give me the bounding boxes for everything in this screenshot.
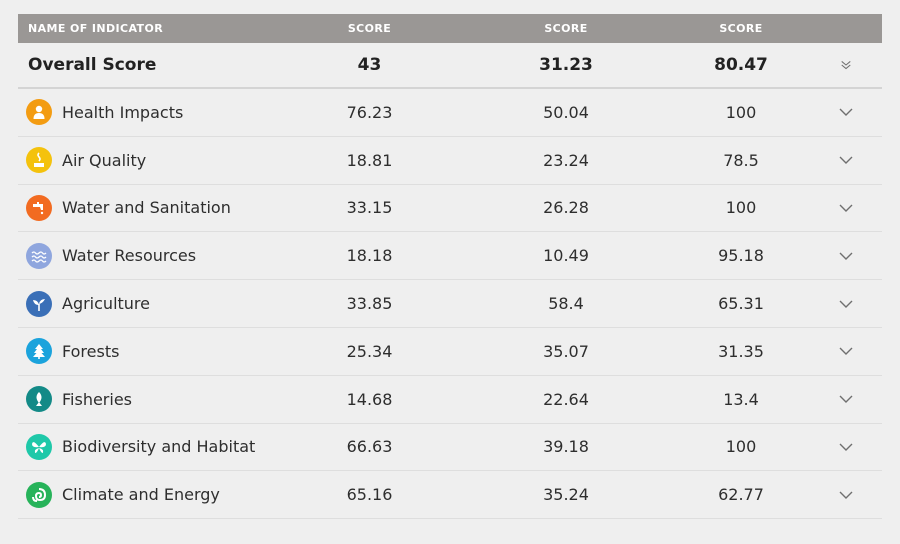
- overall-score-1: 43: [357, 55, 382, 75]
- indicator-row-agriculture[interactable]: Agriculture 33.85 58.4 65.31: [18, 280, 882, 328]
- indicator-label: Water Resources: [62, 246, 197, 266]
- indicator-score-1: 65.16: [346, 485, 393, 505]
- indicator-score-2: 58.4: [548, 294, 584, 314]
- expand-all-icon[interactable]: [816, 60, 876, 70]
- indicator-score-1: 14.68: [346, 389, 393, 409]
- indicator-row-water-and-sanitation[interactable]: Water and Sanitation 33.15 26.28 100: [18, 185, 882, 233]
- sprout-icon: [26, 290, 52, 317]
- indicator-name-cell: Agriculture: [18, 290, 306, 317]
- indicator-score-1: 25.34: [346, 341, 393, 361]
- indicator-row-fisheries[interactable]: Fisheries 14.68 22.64 13.4: [18, 376, 882, 424]
- chevron-down-icon[interactable]: [816, 299, 876, 309]
- indicator-label: Climate and Energy: [62, 485, 220, 505]
- indicator-score-3: 78.5: [723, 150, 759, 170]
- indicator-label: Health Impacts: [62, 102, 184, 122]
- indicator-label: Forests: [62, 341, 120, 361]
- indicator-score-2: 23.24: [543, 150, 589, 170]
- indicator-score-1: 18.81: [346, 150, 393, 170]
- faucet-icon: [26, 194, 52, 221]
- indicator-table: NAME OF INDICATOR SCORE SCORE SCORE Over…: [18, 14, 882, 520]
- indicator-score-2: 50.04: [543, 102, 589, 122]
- indicator-row-biodiversity-and-habitat[interactable]: Biodiversity and Habitat 66.63 39.18 100: [18, 424, 882, 472]
- table-header: NAME OF INDICATOR SCORE SCORE SCORE: [18, 14, 882, 43]
- swirl-icon: [26, 481, 52, 508]
- indicator-name-cell: Water and Sanitation: [18, 194, 306, 221]
- indicator-row-air-quality[interactable]: Air Quality 18.81 23.24 78.5: [18, 137, 882, 185]
- indicator-score-3: 31.35: [718, 341, 764, 361]
- chevron-down-icon[interactable]: [816, 251, 876, 261]
- indicator-score-3: 100: [725, 437, 757, 457]
- chevron-down-icon[interactable]: [816, 442, 876, 452]
- tree-icon: [26, 338, 52, 365]
- indicator-score-3: 100: [725, 102, 757, 122]
- indicator-row-climate-and-energy[interactable]: Climate and Energy 65.16 35.24 62.77: [18, 471, 882, 520]
- header-score-3: SCORE: [719, 22, 763, 35]
- person-icon: [26, 99, 52, 126]
- chevron-down-icon[interactable]: [816, 155, 876, 165]
- chevron-down-icon[interactable]: [816, 203, 876, 213]
- indicator-row-forests[interactable]: Forests 25.34 35.07 31.35: [18, 328, 882, 376]
- indicator-score-1: 76.23: [346, 102, 393, 122]
- header-score-1: SCORE: [347, 22, 392, 35]
- indicator-name-cell: Forests: [18, 338, 306, 365]
- indicator-label: Water and Sanitation: [62, 198, 231, 218]
- indicator-score-3: 62.77: [718, 485, 764, 505]
- indicator-name-cell: Air Quality: [18, 147, 306, 174]
- indicator-score-1: 18.18: [346, 246, 393, 266]
- overall-score-3: 80.47: [714, 55, 768, 75]
- indicator-score-3: 65.31: [718, 294, 764, 314]
- smoke-icon: [26, 147, 52, 174]
- indicator-score-2: 22.64: [543, 389, 589, 409]
- indicator-score-2: 35.07: [543, 341, 589, 361]
- indicator-name-cell: Fisheries: [18, 386, 306, 413]
- indicator-score-3: 95.18: [718, 246, 764, 266]
- indicator-label: Agriculture: [62, 294, 150, 314]
- header-score-2: SCORE: [544, 22, 588, 35]
- chevron-down-icon[interactable]: [816, 394, 876, 404]
- indicator-score-3: 100: [725, 198, 757, 218]
- chevron-down-icon[interactable]: [816, 107, 876, 117]
- chevron-down-icon[interactable]: [816, 490, 876, 500]
- chevron-down-icon[interactable]: [816, 346, 876, 356]
- overall-score-label: Overall Score: [28, 55, 157, 75]
- indicator-score-1: 33.85: [346, 294, 393, 314]
- overall-score-2: 31.23: [539, 55, 593, 75]
- indicator-label: Fisheries: [62, 389, 133, 409]
- indicator-score-1: 33.15: [346, 198, 393, 218]
- indicator-score-2: 35.24: [543, 485, 589, 505]
- indicator-score-3: 13.4: [723, 389, 759, 409]
- indicator-score-2: 26.28: [543, 198, 589, 218]
- indicator-name-cell: Health Impacts: [18, 99, 306, 126]
- indicator-label: Air Quality: [62, 150, 147, 170]
- fish-icon: [26, 386, 52, 413]
- indicator-row-water-resources[interactable]: Water Resources 18.18 10.49 95.18: [18, 232, 882, 281]
- indicator-name-cell: Climate and Energy: [18, 481, 306, 508]
- waves-icon: [26, 242, 52, 269]
- indicator-row-health-impacts[interactable]: Health Impacts 76.23 50.04 100: [18, 89, 882, 137]
- indicator-score-2: 10.49: [543, 246, 589, 266]
- indicator-name-cell: Water Resources: [18, 242, 306, 269]
- indicator-score-1: 66.63: [346, 437, 393, 457]
- indicator-label: Biodiversity and Habitat: [62, 437, 256, 457]
- butterfly-icon: [26, 433, 52, 460]
- header-name-of-indicator: NAME OF INDICATOR: [28, 22, 164, 35]
- overall-score-row[interactable]: Overall Score 43 31.23 80.47: [18, 43, 882, 89]
- indicator-name-cell: Biodiversity and Habitat: [18, 433, 306, 460]
- indicator-score-2: 39.18: [543, 437, 589, 457]
